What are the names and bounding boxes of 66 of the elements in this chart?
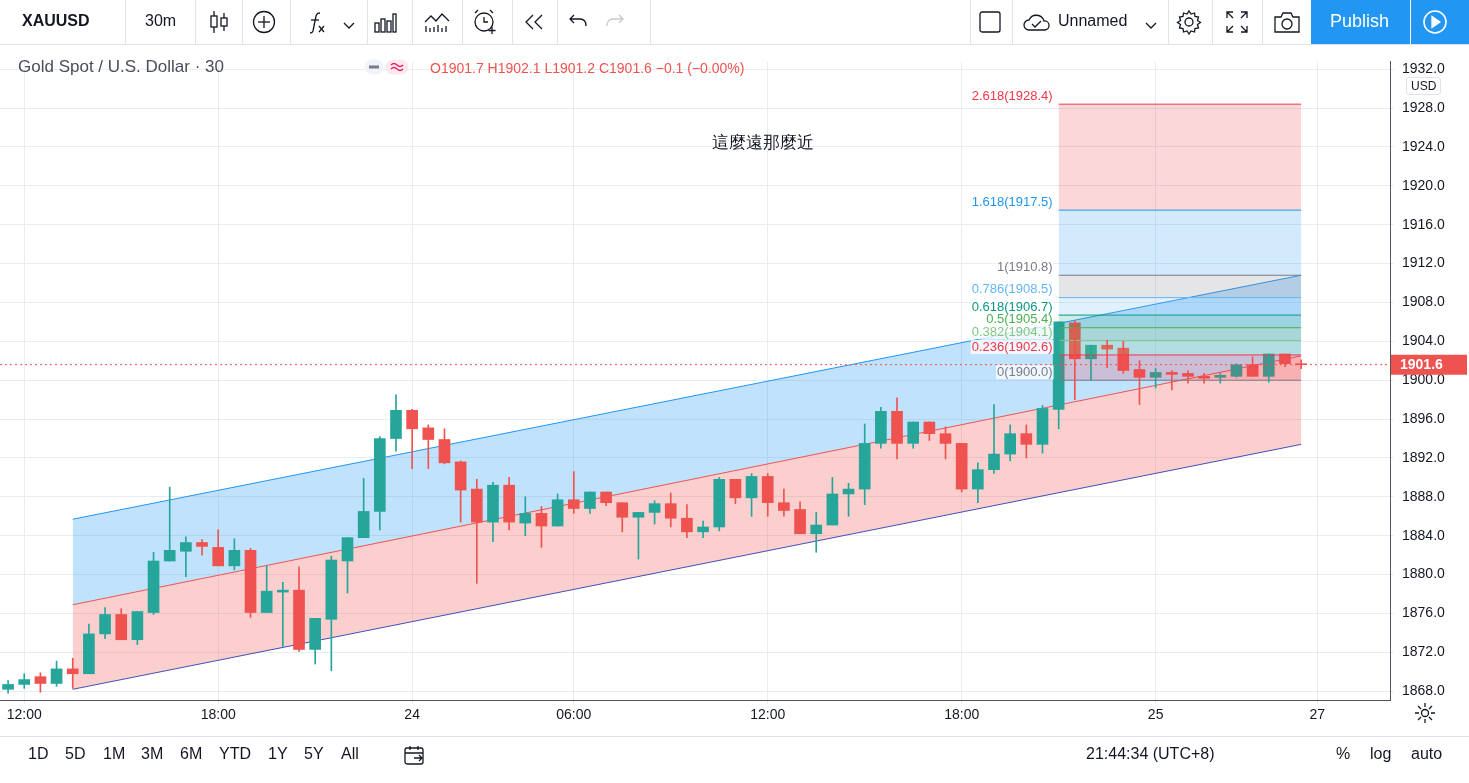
text: 1D	[28, 745, 49, 763]
text: 1Y	[268, 745, 288, 763]
candlestick	[180, 536, 192, 577]
text: All	[341, 745, 359, 763]
y-tick-label: 1916.0	[1402, 215, 1446, 232]
text: 3M	[141, 745, 164, 763]
y-tick-label: 1932.0	[1402, 60, 1446, 77]
y-tick-label: 1872.0	[1402, 643, 1446, 660]
x-tick-label: 12:00	[6, 706, 42, 723]
candlestick	[778, 488, 790, 517]
series-label: 1.618(1917.5)	[971, 193, 1053, 209]
x-tick-label: 18:00	[944, 706, 980, 723]
candlestick	[196, 539, 208, 556]
candlestick	[2, 680, 14, 694]
text: Publish	[1330, 11, 1390, 32]
candlestick	[18, 673, 31, 689]
y-tick-label: 1876.0	[1402, 604, 1446, 621]
y-tick-label: 1920.0	[1402, 176, 1446, 193]
candlestick	[616, 502, 629, 533]
y-tick-label: 1900.0	[1402, 371, 1446, 388]
annotation: O1901.7 H1902.1 L1901.2 C1901.6 −0.1 (−0.00%)	[430, 60, 745, 76]
x-tick-label: 25	[1147, 706, 1164, 723]
text: 5Y	[304, 745, 324, 763]
text: auto	[1411, 745, 1443, 763]
x-tick-label: 24	[404, 706, 421, 723]
text: YTD	[219, 745, 251, 763]
y-tick-label: 1928.0	[1402, 98, 1446, 115]
series-label: 0.618(1906.7)	[971, 298, 1053, 314]
annotation: 這麼遠那麼近	[712, 131, 814, 154]
series-label: 0.786(1908.5)	[971, 281, 1053, 297]
y-tick-label: 1880.0	[1402, 565, 1446, 582]
chart-title: Gold Spot / U.S. Dollar · 30	[18, 57, 224, 77]
y-tick-label: 1904.0	[1402, 332, 1446, 349]
text: 30m	[145, 12, 177, 30]
text: 21:44:34 (UTC+8)	[1086, 745, 1215, 763]
y-tick-label: 1896.0	[1402, 409, 1446, 426]
candlestick	[1198, 373, 1210, 384]
y-tick-label: 1912.0	[1402, 254, 1446, 271]
text: 5D	[65, 745, 86, 763]
text: Unnamed	[1058, 12, 1128, 30]
series-label: 0(1900.0)	[997, 363, 1053, 379]
y-tick-label: 1884.0	[1402, 526, 1446, 543]
text: 1M	[103, 745, 126, 763]
text: XAUUSD	[22, 12, 90, 30]
y-tick-label: 1908.0	[1402, 293, 1446, 310]
series-label: 1(1910.8)	[997, 258, 1053, 274]
y-tick-label: 1892.0	[1402, 448, 1446, 465]
x-tick-label: 06:00	[556, 706, 592, 723]
x-tick-label: 18:00	[200, 706, 236, 723]
candlestick	[1165, 370, 1178, 391]
candlestick	[567, 471, 580, 514]
candlestick	[1182, 370, 1194, 384]
candlestick	[664, 492, 677, 528]
y-tick-label: 1868.0	[1402, 682, 1446, 699]
x-tick-label: 27	[1309, 706, 1326, 723]
series-label: 2.618(1928.4)	[971, 87, 1053, 103]
text: %	[1336, 745, 1351, 763]
y-tick-label: 1888.0	[1402, 487, 1446, 504]
ref-line-label: 1901.6	[1400, 355, 1444, 372]
candlestick	[1214, 373, 1227, 384]
x-tick-label: 12:00	[750, 706, 786, 723]
text: USD	[1406, 77, 1442, 95]
text: log	[1370, 745, 1392, 763]
text: 6M	[180, 745, 203, 763]
y-tick-label: 1924.0	[1402, 137, 1446, 154]
series-label: 0.236(1902.6)	[971, 338, 1053, 354]
